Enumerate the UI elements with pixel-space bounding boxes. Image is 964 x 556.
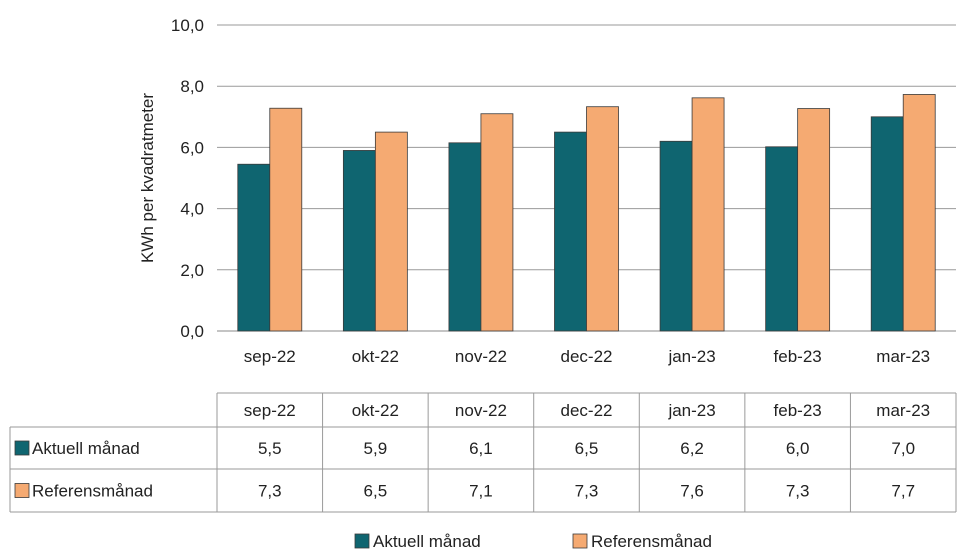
table-header-cell: jan-23 bbox=[667, 401, 715, 420]
bar-aktuell bbox=[448, 142, 482, 332]
x-tick-label: nov-22 bbox=[455, 347, 507, 366]
x-tick-label: mar-23 bbox=[876, 347, 930, 366]
y-tick-label: 10,0 bbox=[171, 16, 204, 35]
x-tick-label: feb-23 bbox=[774, 347, 822, 366]
y-tick-label: 0,0 bbox=[180, 322, 204, 341]
table-value-cell: 7,3 bbox=[258, 482, 282, 501]
bar-aktuell bbox=[237, 163, 271, 332]
bars bbox=[237, 94, 936, 332]
legend: Aktuell månad Referensmånad bbox=[354, 532, 712, 551]
table-series-name: Aktuell månad bbox=[32, 439, 140, 458]
legend-swatch bbox=[572, 533, 588, 549]
table-value-cell: 7,1 bbox=[469, 482, 493, 501]
bar-referens bbox=[374, 131, 408, 332]
bar-referens bbox=[586, 106, 619, 332]
y-tick-label: 6,0 bbox=[180, 138, 204, 157]
y-tick-label: 2,0 bbox=[180, 261, 204, 280]
x-tick-label: jan-23 bbox=[667, 347, 715, 366]
x-tick-label: sep-22 bbox=[244, 347, 296, 366]
legend-label: Referensmånad bbox=[591, 532, 712, 551]
bar-referens bbox=[269, 107, 303, 332]
bar-referens bbox=[902, 94, 936, 332]
table-value-cell: 7,7 bbox=[891, 482, 915, 501]
table-value-cell: 5,5 bbox=[258, 439, 282, 458]
bar-aktuell bbox=[765, 146, 799, 332]
y-tick-label: 4,0 bbox=[180, 200, 204, 219]
table-header-cell: sep-22 bbox=[244, 401, 296, 420]
table-value-cell: 6,5 bbox=[364, 482, 388, 501]
x-tick-label: dec-22 bbox=[561, 347, 613, 366]
table-series-name: Referensmånad bbox=[32, 482, 153, 501]
bar-referens bbox=[797, 108, 831, 332]
table-header-cell: feb-23 bbox=[774, 401, 822, 420]
bar-referens bbox=[480, 113, 514, 332]
table-series-swatch bbox=[14, 483, 30, 498]
table-value-cell: 7,0 bbox=[891, 439, 915, 458]
table-value-cell: 7,3 bbox=[786, 482, 810, 501]
table-header-cell: dec-22 bbox=[561, 401, 613, 420]
x-tick-label: okt-22 bbox=[352, 347, 399, 366]
table-value-cell: 7,3 bbox=[575, 482, 599, 501]
table-value-cell: 5,9 bbox=[364, 439, 388, 458]
bar-aktuell bbox=[870, 116, 904, 332]
bar-referens bbox=[691, 97, 725, 332]
table-value-cell: 7,6 bbox=[680, 482, 704, 501]
table-series-swatch bbox=[14, 440, 30, 456]
table-value-cell: 6,5 bbox=[575, 439, 599, 458]
table-header-cell: mar-23 bbox=[876, 401, 930, 420]
table-header-cell: nov-22 bbox=[455, 401, 507, 420]
data-table: sep-22 okt-22 nov-22 dec-22 jan-23 feb-23 mar-… bbox=[9, 392, 957, 513]
table-value-cell: 6,2 bbox=[680, 439, 704, 458]
y-axis-title: KWh per kvadratmeter bbox=[138, 93, 157, 263]
bar-aktuell bbox=[554, 131, 587, 332]
legend-label: Aktuell månad bbox=[373, 532, 481, 551]
bar-aktuell bbox=[342, 150, 376, 332]
y-tick-label: 8,0 bbox=[180, 77, 204, 96]
table-header-cell: okt-22 bbox=[352, 401, 399, 420]
legend-swatch bbox=[354, 533, 370, 549]
table-value-cell: 6,1 bbox=[469, 439, 493, 458]
bar-aktuell bbox=[659, 140, 693, 332]
table-value-cell: 6,0 bbox=[786, 439, 810, 458]
